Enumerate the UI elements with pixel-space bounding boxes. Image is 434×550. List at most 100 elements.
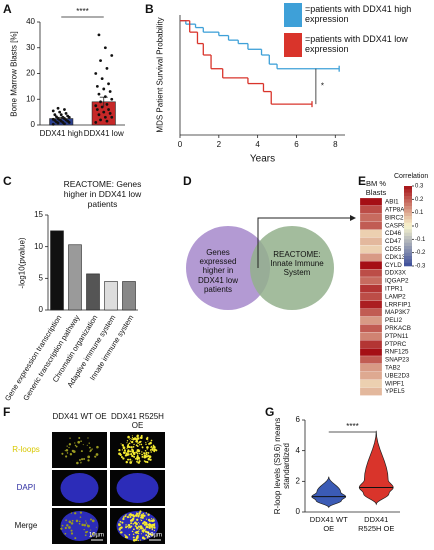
row-label: LAMP2	[385, 293, 406, 300]
x-tick-label: DDX41 high	[39, 129, 83, 138]
r-loop-spot	[66, 524, 69, 527]
row-label: UBE2D3	[385, 372, 410, 379]
r-loop-spot	[146, 531, 150, 534]
r-loop-spot	[139, 452, 141, 455]
r-loop-spot	[130, 513, 133, 517]
r-loop-spot	[137, 534, 139, 537]
row-label: YPEL5	[385, 388, 405, 395]
significance-label: ****	[76, 7, 88, 16]
x-axis-label: Years	[250, 154, 275, 165]
r-loop-spot	[121, 443, 124, 447]
r-loop-spot	[130, 453, 133, 456]
r-loop-spot	[126, 442, 128, 444]
r-loop-spot	[146, 532, 148, 534]
r-loop-spot	[137, 461, 140, 464]
data-point	[110, 54, 114, 57]
data-point	[95, 108, 99, 111]
r-loop-spot	[150, 446, 152, 448]
row-label: BIRC2	[385, 214, 404, 221]
data-point	[103, 46, 107, 50]
r-loop-spot	[139, 512, 141, 514]
r-loop-spot	[122, 517, 125, 521]
r-loop-spot	[70, 512, 73, 514]
r-loop-spot	[147, 457, 151, 461]
row-label: PRKACB	[385, 325, 411, 332]
r-loop-spot	[131, 436, 134, 439]
heatmap-cell	[359, 261, 383, 270]
data-point	[94, 72, 98, 75]
colorbar-step	[404, 236, 412, 240]
r-loop-spot	[140, 516, 143, 519]
arrow	[257, 215, 356, 268]
colorbar-tick-label: 0.1	[415, 210, 424, 216]
r-loop-spot	[144, 449, 147, 452]
r-loop-spot	[151, 519, 154, 523]
colorbar-step	[404, 192, 412, 197]
r-loop-spot	[118, 524, 120, 526]
r-loop-spot	[136, 445, 139, 447]
r-loop-spot	[94, 456, 97, 458]
r-loop-spot	[80, 462, 82, 464]
r-loop-spot	[70, 532, 74, 535]
r-loop-spot	[150, 439, 153, 442]
venn-label: Genes expressed higher in DDX41 low pati…	[197, 248, 238, 294]
r-loop-spot	[126, 526, 128, 528]
r-loop-spot	[127, 527, 130, 529]
panel-letter: B	[145, 2, 154, 16]
r-loop-spot	[132, 538, 136, 542]
r-loop-spot	[149, 520, 151, 523]
data-point	[102, 87, 106, 91]
colorbar-tick-label: -0.1	[415, 237, 426, 243]
heatmap-cell	[359, 363, 383, 372]
heatmap-cell	[359, 205, 383, 214]
row-label: DDX3X	[385, 270, 407, 277]
row-label: SNAP23	[385, 357, 410, 364]
r-loop-spot	[141, 451, 143, 453]
r-loop-spot	[141, 447, 144, 449]
r-loop-spot	[60, 527, 63, 530]
r-loop-spot	[85, 520, 87, 522]
x-tick-label: DDX41 R525H OE	[358, 515, 395, 533]
x-tick-label: 6	[294, 140, 299, 149]
r-loop-spot	[132, 533, 135, 536]
row-label: ATP8A1	[385, 207, 408, 214]
colorbar-step	[404, 199, 412, 203]
colorbar-step	[404, 229, 412, 233]
r-loop-spot	[145, 437, 149, 441]
data-point	[56, 106, 60, 110]
legend-swatch	[284, 3, 302, 27]
r-loop-spot	[131, 530, 134, 533]
data-point	[108, 90, 112, 93]
colorbar-step	[404, 189, 412, 193]
data-point	[59, 113, 63, 117]
r-loop-spot	[148, 535, 151, 538]
r-loop-spot	[136, 512, 139, 515]
r-loop-spot	[135, 451, 137, 453]
y-tick-label: 10	[26, 94, 35, 103]
r-loop-spot	[126, 445, 130, 449]
r-loop-spot	[147, 513, 150, 516]
r-loop-spot	[140, 539, 142, 541]
r-loop-spot	[151, 528, 154, 531]
x-tick-label: DDX41 WT OE	[309, 515, 348, 533]
y-tick-label: 6	[296, 415, 301, 424]
heatmap-cell	[359, 300, 383, 309]
chart-title: BM % Blasts	[365, 179, 387, 197]
data-point	[97, 113, 101, 117]
r-loop-spot	[78, 522, 81, 525]
r-loop-spot	[87, 455, 91, 459]
data-point	[107, 82, 110, 86]
r-loop-spot	[124, 536, 127, 539]
r-loop-spot	[129, 515, 132, 518]
bar	[68, 244, 82, 311]
r-loop-spot	[149, 524, 151, 526]
r-loop-spot	[155, 449, 158, 452]
legend-label: =patients with DDX41 high expression	[305, 4, 412, 25]
r-loop-spot	[68, 446, 70, 449]
data-point	[100, 77, 104, 81]
colorbar-step	[404, 239, 412, 243]
r-loop-spot	[154, 522, 156, 524]
r-loop-spot	[137, 514, 140, 517]
r-loop-spot	[65, 519, 68, 522]
scale-bar-label: 10µm	[89, 533, 104, 539]
